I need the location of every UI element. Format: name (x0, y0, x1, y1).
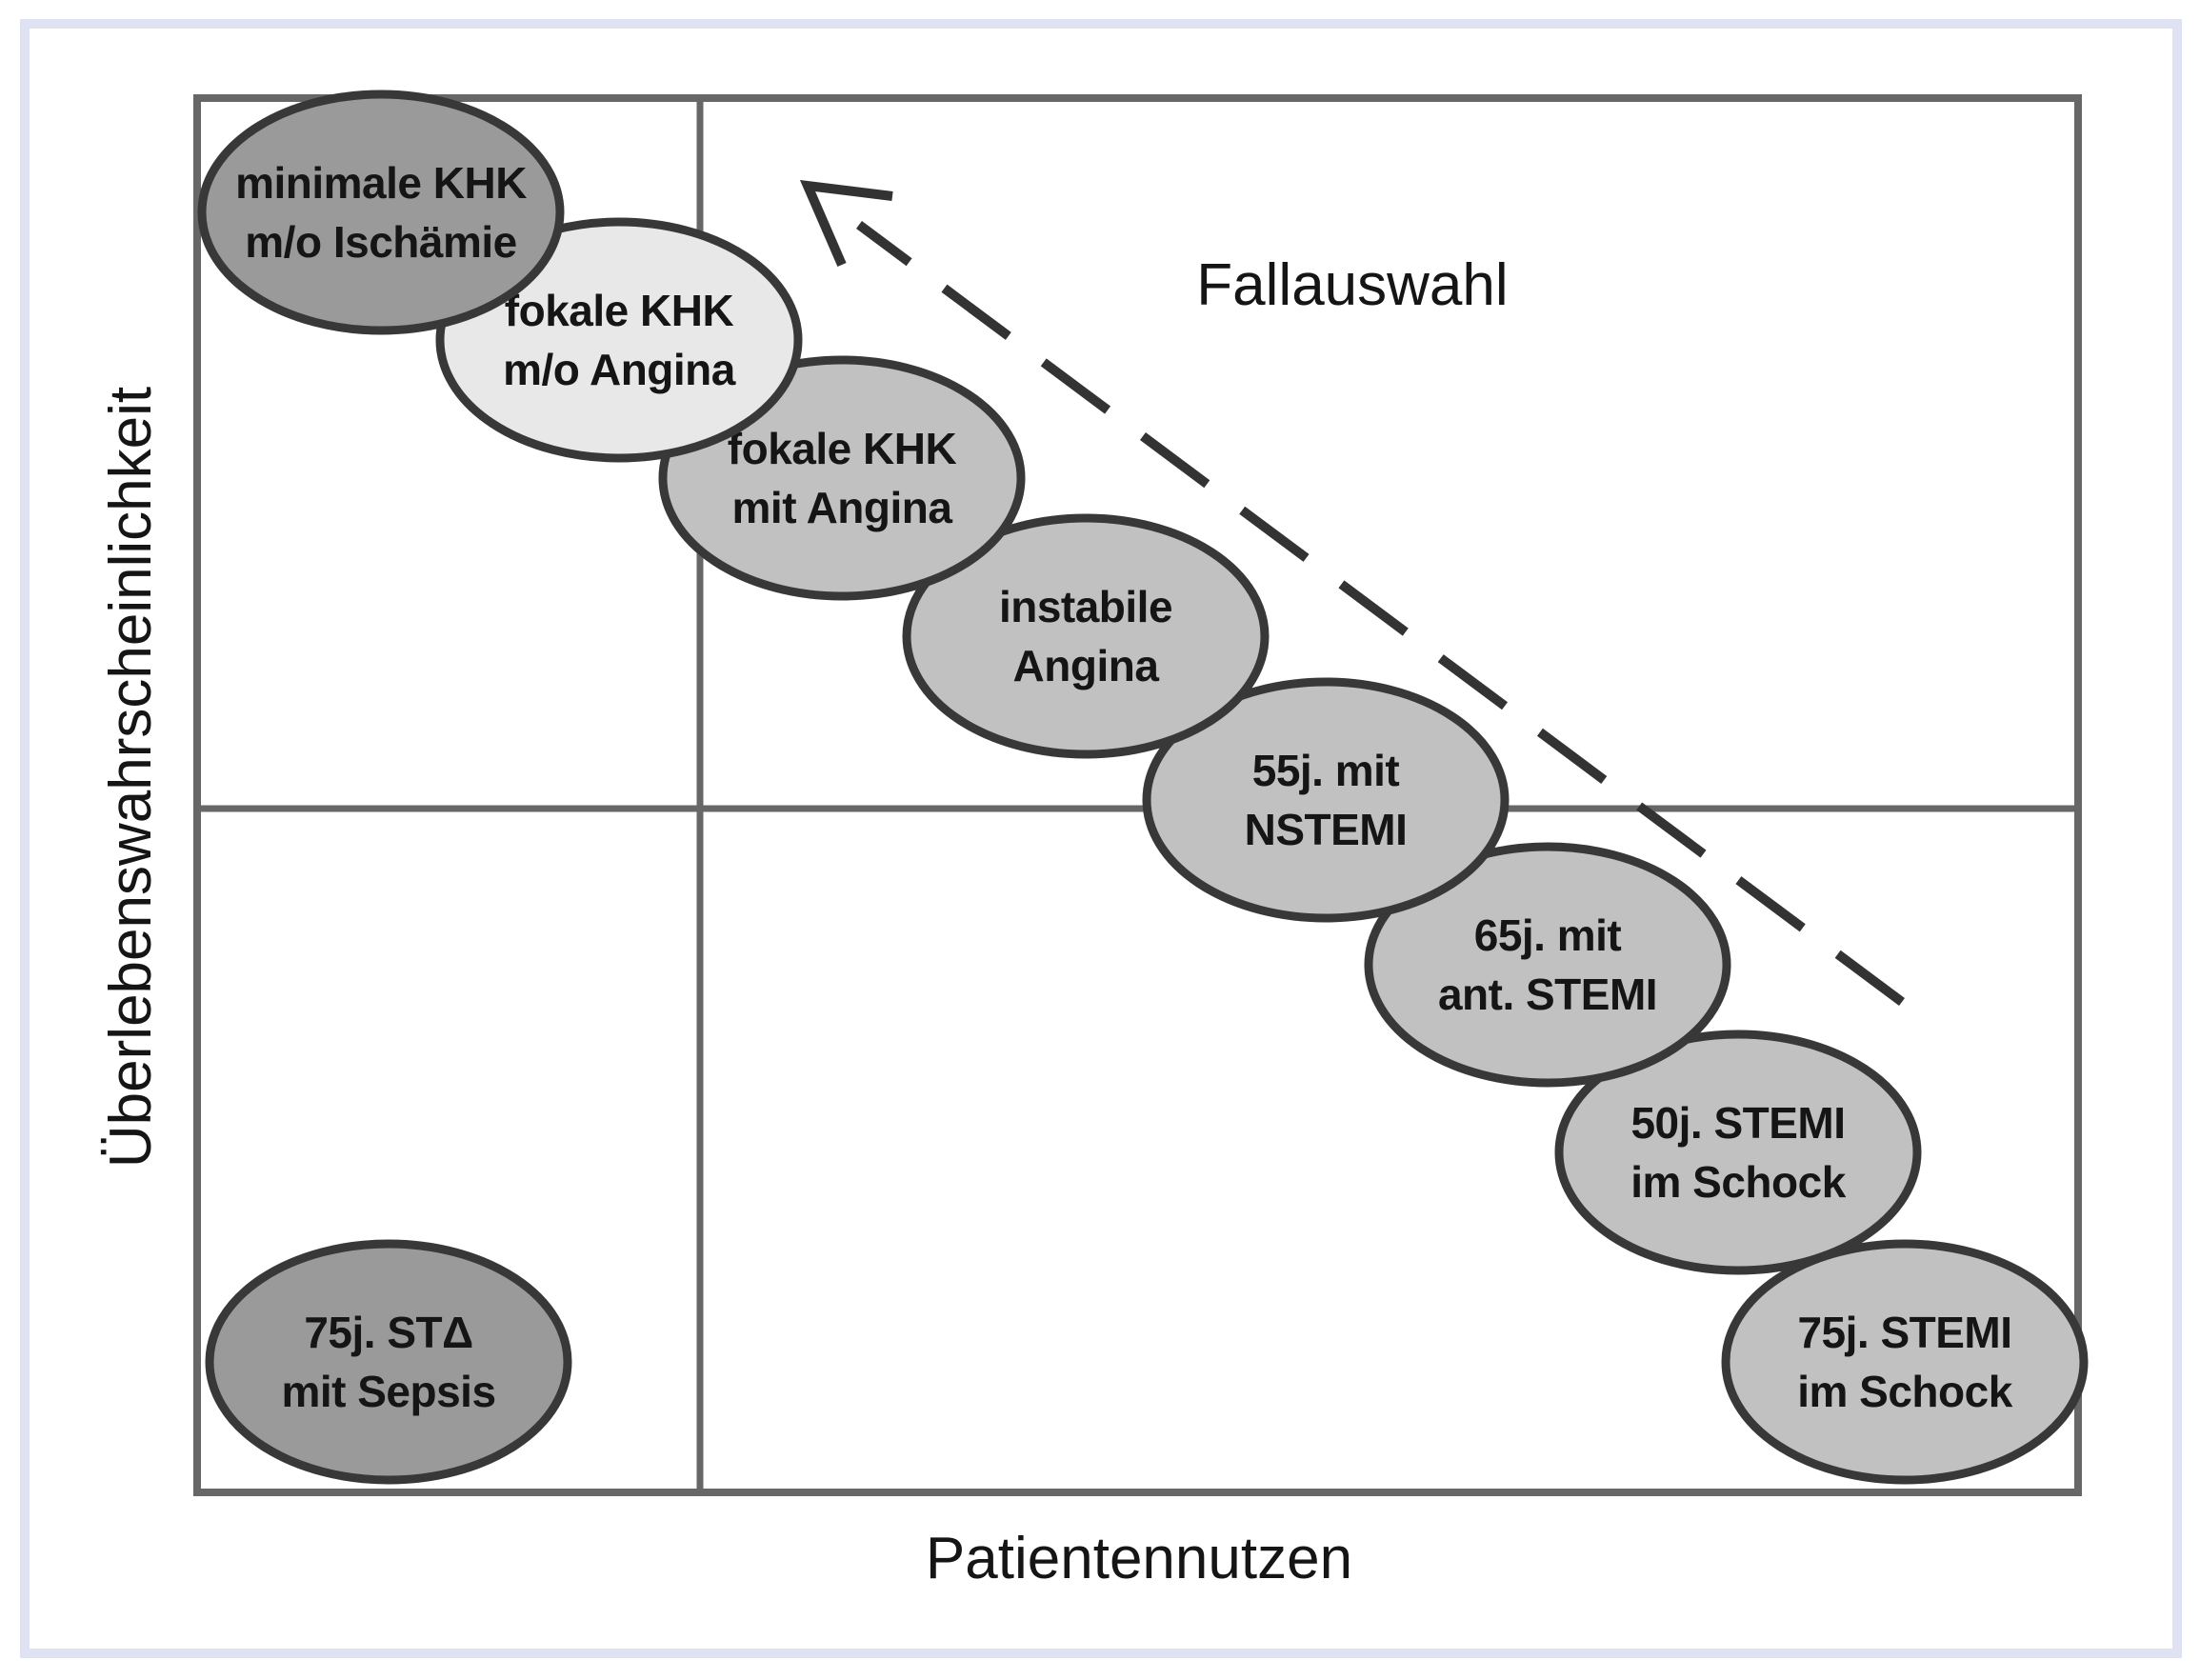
case-ellipse-shape (1554, 1030, 1922, 1275)
case-ellipse-label: 50j. STEMI (1630, 1098, 1845, 1148)
case-ellipse-label: im Schock (1797, 1367, 2013, 1416)
case-ellipse-label: mit Sepsis (281, 1367, 495, 1416)
case-ellipse-label: 75j. STΔ (304, 1308, 472, 1357)
case-ellipse-label: fokale KHK (728, 424, 957, 473)
case-ellipse-shape (1721, 1239, 2089, 1485)
case-ellipse-shape (1364, 842, 1731, 1088)
case-ellipse-shape (197, 90, 565, 335)
case-ellipse: minimale KHK m/o Ischämie (197, 90, 565, 335)
case-ellipse-label: m/o Angina (503, 345, 736, 394)
case-ellipse-label: fokale KHK (505, 286, 734, 335)
case-ellipse: 50j. STEMI im Schock (1554, 1030, 1922, 1275)
case-ellipse: 55j. mit NSTEMI (1142, 677, 1510, 923)
y-axis-label: Überlebenswahrscheinlichkeit (98, 387, 164, 1168)
case-ellipse-label: m/o Ischämie (245, 217, 516, 267)
case-ellipse-label: Angina (1013, 641, 1160, 690)
case-ellipse-label: 65j. mit (1474, 910, 1622, 960)
case-ellipse-shape (205, 1239, 572, 1485)
case-ellipse: instabile Angina (902, 513, 1270, 759)
case-ellipse-shape (902, 513, 1270, 759)
case-ellipse-label: instabile (999, 582, 1172, 631)
x-axis-label: Patientennutzen (926, 1526, 1352, 1591)
case-ellipse-label: 55j. mit (1252, 746, 1400, 795)
case-selection-arrow-shaft (856, 220, 1905, 1007)
case-ellipse: fokale KHK mit Angina (658, 355, 1026, 601)
case-ellipse-label: ant. STEMI (1438, 970, 1657, 1019)
arrowhead-icon (799, 179, 893, 267)
case-ellipse-label: minimale KHK (235, 158, 527, 208)
case-ellipse-label: 75j. STEMI (1797, 1308, 2011, 1357)
plot-box (193, 94, 2082, 1496)
case-ellipse-label: mit Angina (732, 483, 953, 532)
case-ellipse-shape (1142, 677, 1510, 923)
case-ellipse: 75j. STEMI im Schock (1721, 1239, 2089, 1485)
outer-frame (20, 19, 2182, 1658)
case-ellipse: 75j. STΔ mit Sepsis (205, 1239, 572, 1485)
case-selection-annotation: Fallauswahl (1196, 252, 1508, 318)
case-ellipse-label: im Schock (1630, 1157, 1847, 1207)
case-ellipse: 65j. mit ant. STEMI (1364, 842, 1731, 1088)
case-ellipse-label: NSTEMI (1245, 805, 1408, 854)
